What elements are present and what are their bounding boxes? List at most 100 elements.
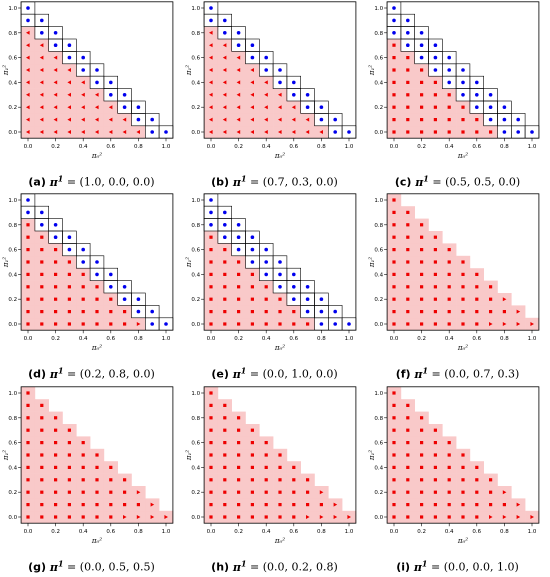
red-square-point <box>433 297 437 301</box>
x-tick-label: 0.2 <box>234 144 243 150</box>
red-square-point <box>237 453 241 457</box>
red-square-point <box>209 515 213 519</box>
red-square-point <box>392 68 396 72</box>
blue-circle-point <box>209 223 213 227</box>
red-square-point <box>489 310 493 314</box>
red-square-point <box>95 465 99 469</box>
red-square-point <box>420 515 424 519</box>
blue-circle-point <box>278 272 282 277</box>
blue-circle-point <box>122 297 127 301</box>
blue-circle-point <box>26 18 30 23</box>
caption-equals: = <box>63 175 80 189</box>
red-square-point <box>81 272 85 276</box>
red-right-triangle-point <box>136 490 141 495</box>
red-left-triangle-point <box>222 130 227 134</box>
y-tick-label: 1.0 <box>8 6 17 12</box>
blue-circle-point <box>392 18 396 23</box>
red-square-point <box>26 503 30 507</box>
red-square-point <box>489 285 493 289</box>
red-square-point <box>406 490 410 494</box>
red-square-point <box>420 465 424 469</box>
red-square-point <box>209 503 213 507</box>
red-square-point <box>433 105 437 109</box>
red-square-point <box>433 453 437 457</box>
blue-circle-point <box>109 272 113 277</box>
red-square-point <box>264 285 268 289</box>
axes-frame <box>203 193 357 331</box>
blue-circle-point <box>236 31 241 35</box>
axes-frame <box>203 386 357 524</box>
red-right-triangle-point <box>502 297 507 302</box>
subplot-caption: (f) π1 = (0.0, 0.7, 0.3) <box>366 365 549 381</box>
x-tick-label: 1.0 <box>528 144 537 150</box>
red-square-point <box>223 416 227 420</box>
red-right-triangle-point <box>347 515 351 519</box>
red-square-point <box>475 465 479 469</box>
red-square-point <box>420 260 424 264</box>
red-square-point <box>109 465 113 469</box>
red-square-point <box>447 105 451 109</box>
caption-pi-symbol: π1 <box>411 173 429 189</box>
blue-circle-point <box>333 322 337 326</box>
blue-circle-point <box>278 285 282 289</box>
red-square-point <box>392 441 396 445</box>
blue-circle-point <box>95 272 99 277</box>
red-right-triangle-point <box>516 515 521 519</box>
x-tick-label: 0.6 <box>472 144 481 150</box>
red-right-triangle-point <box>333 502 338 507</box>
red-square-point <box>420 478 424 482</box>
blue-region-cell <box>62 230 77 244</box>
red-left-triangle-point <box>264 117 268 122</box>
caption-equals: = <box>428 367 445 381</box>
caption-equals: = <box>63 367 80 381</box>
red-square-point <box>461 260 465 264</box>
y-tick-label: 0.2 <box>374 490 383 496</box>
red-square-point <box>406 260 410 264</box>
caption-pi-symbol: π1 <box>45 173 64 189</box>
y-axis-label: π₁² <box>2 450 10 461</box>
red-left-triangle-point <box>250 68 254 72</box>
red-square-point <box>95 297 99 301</box>
blue-circle-point <box>461 68 465 72</box>
red-square-point <box>420 416 424 420</box>
blue-circle-point <box>488 93 493 97</box>
red-square-point <box>54 503 58 507</box>
red-square-point <box>237 272 241 276</box>
y-tick-label: 0.2 <box>374 297 383 303</box>
red-square-point <box>406 403 410 407</box>
red-right-triangle-point <box>319 515 324 519</box>
y-axis-label: π₁² <box>2 257 10 268</box>
x-tick-label: 1.0 <box>528 336 537 342</box>
x-tick-label: 0.6 <box>106 144 115 150</box>
blue-region-cell <box>48 218 63 232</box>
red-square-point <box>26 490 30 494</box>
red-right-triangle-point <box>502 490 507 495</box>
x-tick-label: 0.2 <box>417 336 426 342</box>
blue-circle-point <box>305 93 310 97</box>
red-square-point <box>109 515 113 519</box>
red-square-point <box>123 490 127 494</box>
red-left-triangle-point <box>67 80 71 85</box>
subplot-svg: 0.0 0.0 0.2 0.2 0.4 0.4 0.6 0.6 0.8 0.8 1.0 1.0 π₀² π… <box>368 193 540 352</box>
red-square-point <box>392 198 396 202</box>
blue-circle-point <box>278 260 282 264</box>
red-left-triangle-point <box>26 92 30 97</box>
red-square-point <box>109 490 113 494</box>
red-square-point <box>109 310 113 314</box>
subplot-panel: 0.0 0.0 0.2 0.2 0.4 0.4 0.6 0.6 0.8 0.8 1.0 1.0 π₀² π… <box>366 192 549 384</box>
red-left-triangle-point <box>81 117 85 122</box>
x-axis-label: π₀² <box>274 344 285 352</box>
blue-circle-point <box>516 117 520 122</box>
x-axis-label: π₀² <box>457 152 468 160</box>
red-square-point <box>209 285 213 289</box>
red-square-point <box>40 272 44 276</box>
subplot-panel: 0.0 0.0 0.2 0.2 0.4 0.4 0.6 0.6 0.8 0.8 1.0 1.0 π₀² π… <box>366 0 549 192</box>
red-left-triangle-point <box>67 117 71 122</box>
blue-circle-point <box>81 260 85 264</box>
red-square-point <box>81 503 85 507</box>
red-square-point <box>475 272 479 276</box>
red-right-triangle-point <box>150 515 155 519</box>
y-tick-label: 0.0 <box>374 322 383 328</box>
red-square-point <box>433 478 437 482</box>
caption-values: (0.0, 1.0, 0.0) <box>262 367 338 381</box>
